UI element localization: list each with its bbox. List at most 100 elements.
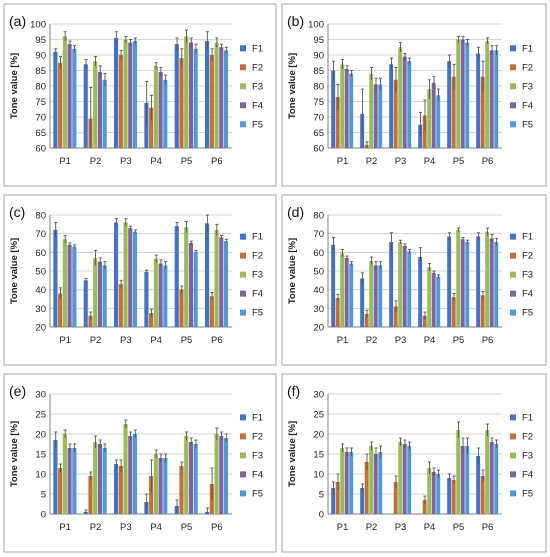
bar — [149, 107, 154, 148]
bar — [447, 478, 452, 514]
bar — [422, 315, 427, 327]
bar — [349, 263, 354, 327]
bar — [480, 76, 485, 148]
bar — [418, 257, 423, 327]
bar — [431, 472, 436, 514]
bar — [402, 56, 407, 148]
bar — [209, 55, 214, 148]
bar — [393, 306, 398, 327]
bar — [118, 466, 123, 514]
bar — [102, 448, 107, 514]
bar — [460, 239, 465, 327]
y-tick-label: 70 — [35, 113, 46, 124]
legend-swatch — [240, 471, 246, 478]
bar — [174, 44, 179, 148]
bar — [335, 298, 340, 327]
bar — [407, 61, 412, 149]
legend-label: F3 — [252, 450, 263, 461]
bar — [153, 454, 158, 514]
bar — [373, 84, 378, 148]
bar — [58, 468, 63, 514]
panel-label: (d) — [287, 204, 304, 220]
y-tick-label: 100 — [30, 20, 46, 31]
bar — [476, 53, 481, 149]
bar — [179, 466, 184, 514]
bar — [114, 222, 119, 327]
bar — [460, 39, 465, 148]
legend-label: F2 — [252, 251, 263, 262]
bar — [369, 73, 374, 148]
bar — [451, 76, 456, 148]
bar — [93, 442, 98, 514]
y-tick-label: 75 — [35, 97, 46, 108]
y-tick-label: 30 — [313, 390, 324, 401]
bar — [364, 462, 369, 514]
y-tick-label: 60 — [313, 248, 324, 259]
bar — [88, 476, 93, 514]
bar — [219, 237, 224, 327]
y-tick-label: 65 — [313, 128, 324, 139]
bar — [451, 480, 456, 514]
y-tick-label: 5 — [319, 490, 324, 501]
y-tick-label: 30 — [35, 304, 46, 315]
legend-label: F5 — [252, 308, 263, 319]
x-category-label: P1 — [337, 522, 349, 533]
y-tick-label: 25 — [313, 410, 324, 421]
x-category-label: P4 — [424, 522, 436, 533]
bar — [174, 226, 179, 327]
x-category-label: P3 — [120, 156, 132, 167]
panel-frame — [281, 194, 547, 366]
bar — [219, 436, 224, 514]
bar — [53, 229, 58, 327]
legend-swatch — [240, 271, 246, 278]
x-category-label: P5 — [453, 335, 465, 346]
y-tick-label: 85 — [35, 66, 46, 77]
bar — [335, 96, 340, 148]
bar — [378, 84, 383, 148]
bar — [431, 82, 436, 148]
bar — [188, 42, 193, 148]
panel-label: (f) — [287, 383, 300, 399]
bar — [97, 261, 102, 327]
bar — [53, 440, 58, 514]
bar — [485, 231, 490, 327]
x-category-label: P3 — [395, 335, 407, 346]
x-category-label: P1 — [59, 522, 71, 533]
bar — [193, 444, 198, 514]
bar — [335, 482, 340, 514]
bar — [72, 448, 77, 514]
y-tick-label: 50 — [35, 267, 46, 278]
bar — [72, 246, 77, 327]
y-tick-label: 80 — [313, 82, 324, 93]
bar — [494, 444, 499, 514]
legend-label: F5 — [252, 119, 263, 130]
y-tick-label: 20 — [313, 430, 324, 441]
bar — [114, 37, 119, 149]
y-axis-title: Tone value [%] — [287, 421, 298, 487]
bar — [193, 252, 198, 327]
bar — [489, 50, 494, 148]
legend-swatch — [510, 452, 516, 459]
y-tick-label: 80 — [35, 211, 46, 222]
bar — [389, 64, 394, 148]
y-tick-label: 80 — [313, 211, 324, 222]
bar — [422, 500, 427, 514]
bar — [97, 444, 102, 514]
legend-label: F3 — [522, 450, 533, 461]
panel-label: (a) — [9, 13, 26, 29]
legend-label: F4 — [522, 289, 533, 300]
legend-swatch — [240, 64, 246, 71]
y-tick-label: 30 — [313, 304, 324, 315]
x-category-label: P1 — [337, 335, 349, 346]
bar — [72, 48, 77, 148]
chart-panel: 0 5 10 15 20 25 30 Tone value [%] (e) P1 P2 P3 P4 P5 P… — [3, 373, 277, 553]
legend-swatch — [240, 252, 246, 259]
legend-swatch — [510, 102, 516, 109]
bar — [494, 242, 499, 327]
bar — [456, 229, 461, 327]
bar — [489, 238, 494, 327]
x-category-label: P3 — [395, 522, 407, 533]
bar — [123, 39, 128, 148]
legend-swatch — [510, 433, 516, 440]
x-category-label: P4 — [150, 335, 162, 346]
